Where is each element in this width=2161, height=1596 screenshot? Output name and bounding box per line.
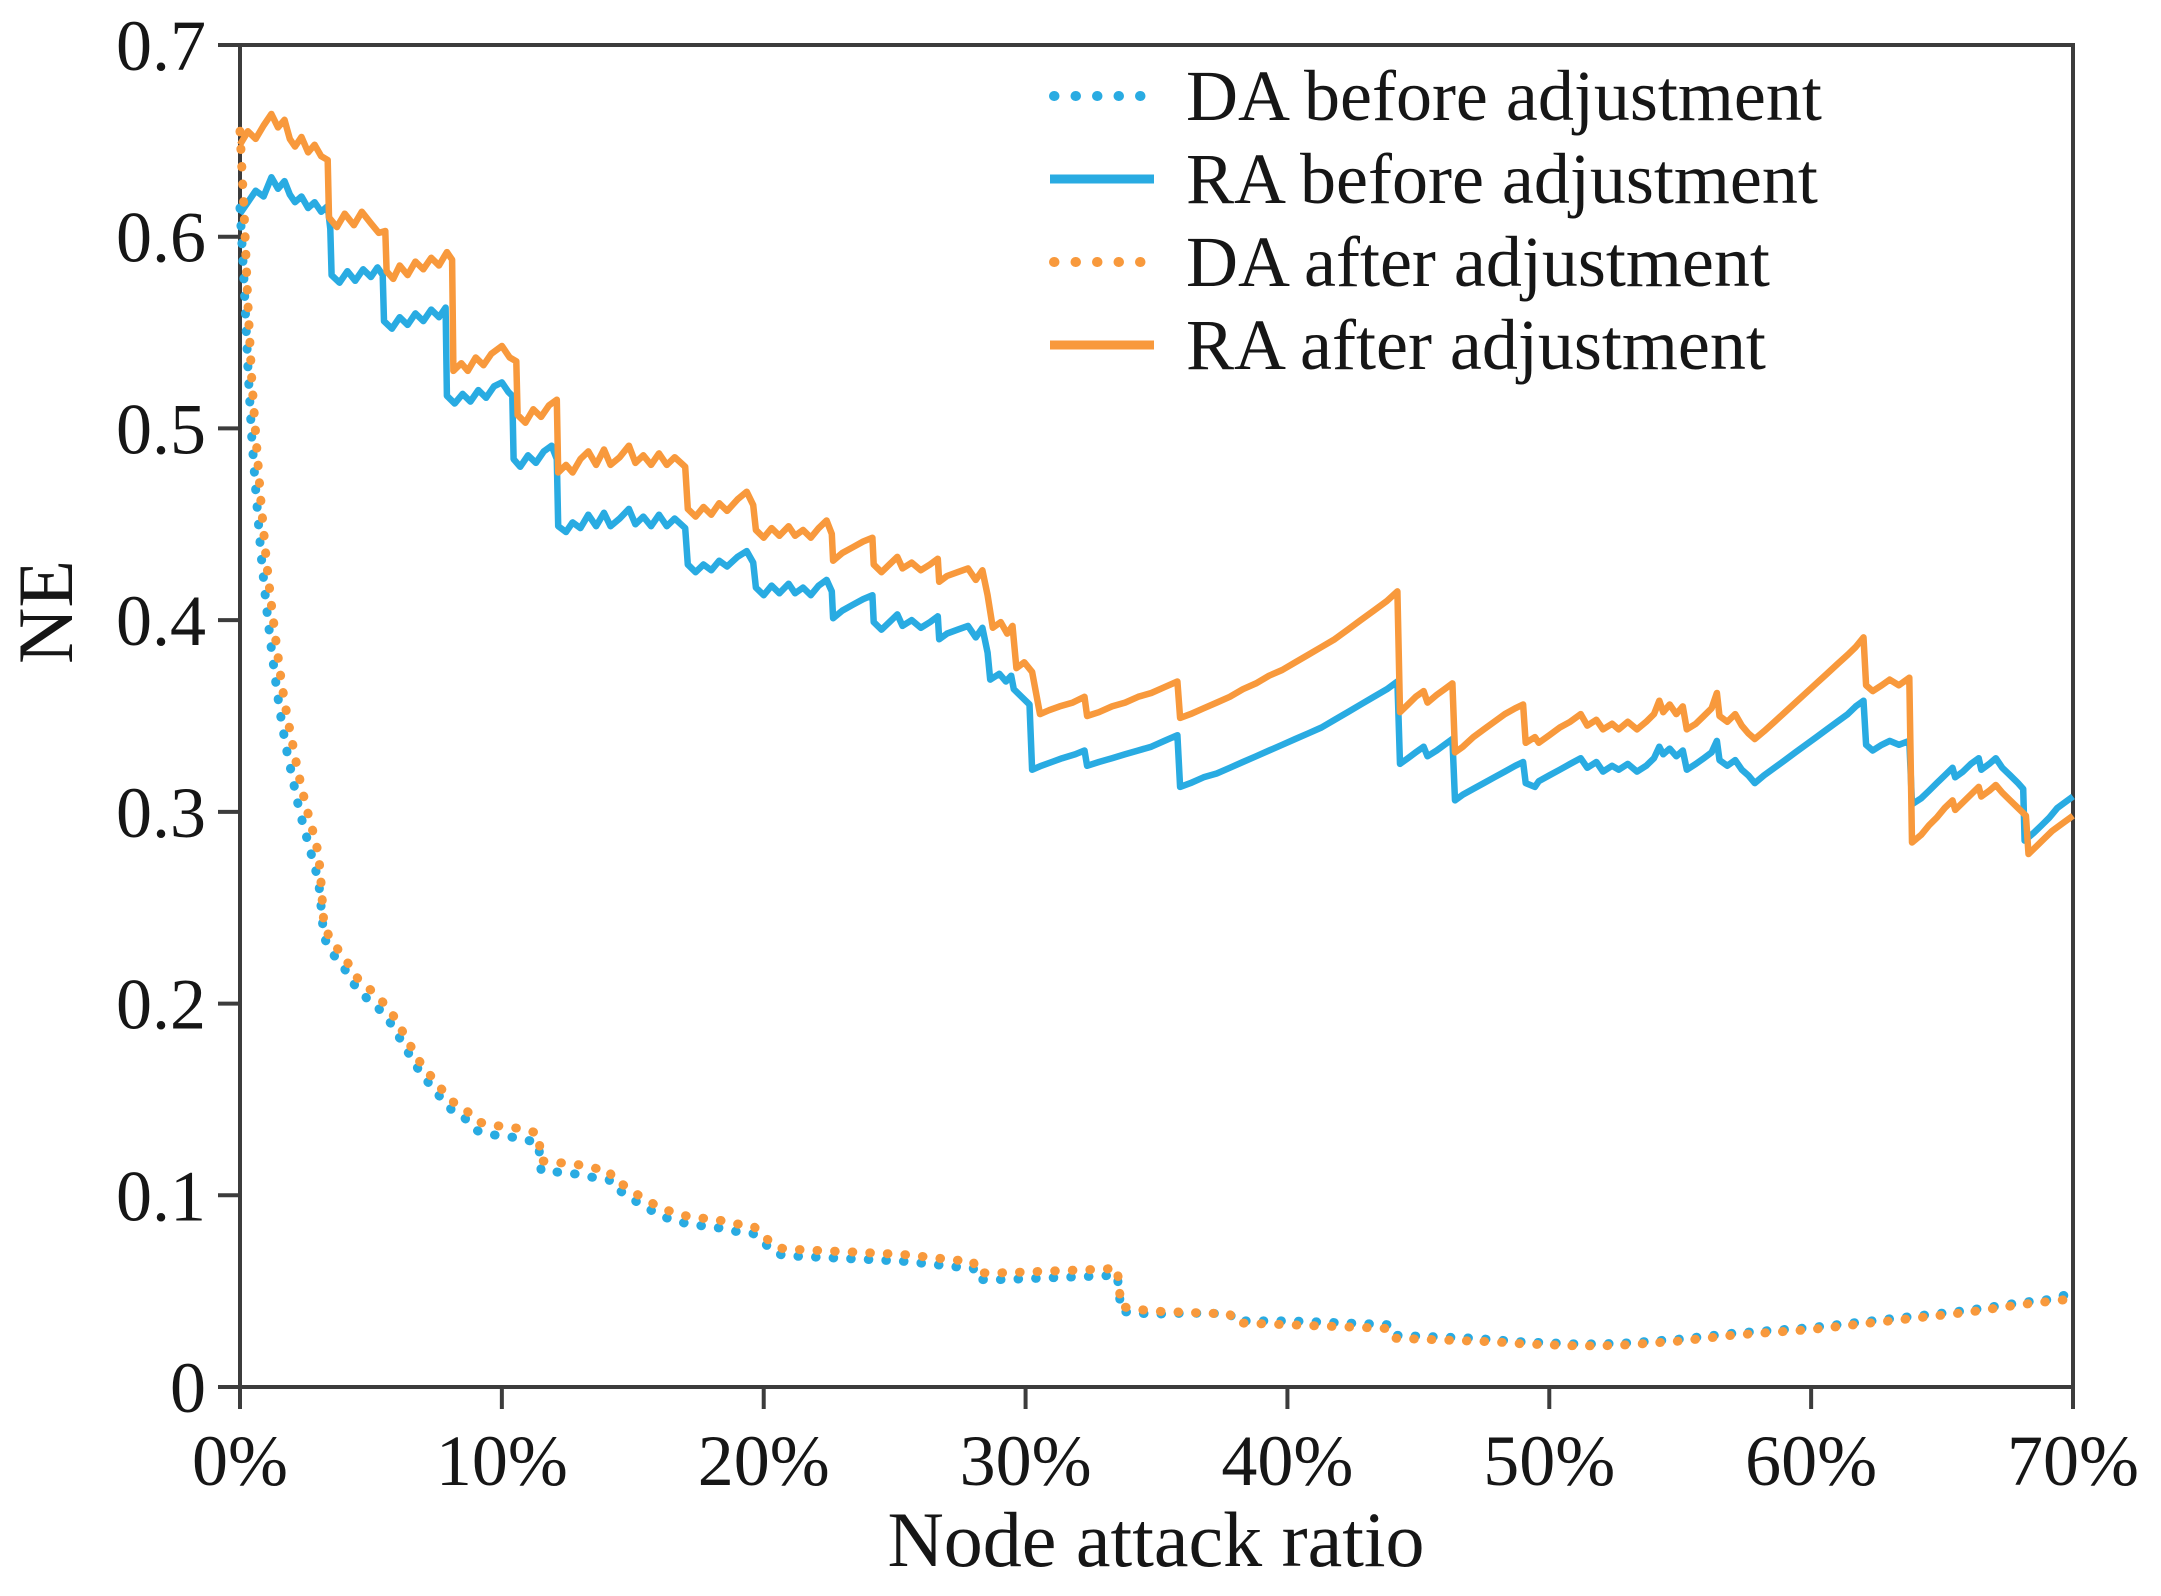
series-line-da-after-adjustment bbox=[235, 126, 2078, 1351]
y-axis-title: NE bbox=[2, 560, 89, 664]
series-line-ra-before-adjustment bbox=[237, 174, 2075, 844]
y-tick-label: 0.4 bbox=[116, 581, 206, 661]
legend-item-ra-after: RA after adjustment bbox=[1046, 303, 1822, 386]
solid-line-swatch-icon bbox=[1050, 174, 1154, 183]
legend: DA before adjustment RA before adjustmen… bbox=[1046, 54, 1822, 386]
y-tick-label: 0.5 bbox=[116, 389, 206, 469]
dotted-line-swatch-icon bbox=[1049, 90, 1155, 101]
series-line-ra-after-adjustment bbox=[237, 110, 2075, 858]
solid-line-swatch-icon bbox=[1050, 340, 1154, 349]
y-tick-label: 0.3 bbox=[116, 773, 206, 853]
legend-item-ra-before: RA before adjustment bbox=[1046, 137, 1822, 220]
legend-label: DA after adjustment bbox=[1186, 221, 1770, 302]
legend-label: RA after adjustment bbox=[1186, 304, 1766, 385]
x-tick-label: 50% bbox=[1483, 1421, 1615, 1501]
legend-item-da-before: DA before adjustment bbox=[1046, 54, 1822, 137]
y-tick-label: 0.6 bbox=[116, 198, 206, 278]
dotted-line-swatch-icon bbox=[1049, 256, 1155, 267]
plot-frame bbox=[238, 43, 2075, 1389]
legend-label: DA before adjustment bbox=[1186, 55, 1822, 136]
y-tick-label: 0.1 bbox=[116, 1156, 206, 1236]
x-tick-label: 20% bbox=[698, 1421, 830, 1501]
x-tick-label: 40% bbox=[1221, 1421, 1353, 1501]
x-tick-label: 0% bbox=[192, 1421, 288, 1501]
x-axis-title: Node attack ratio bbox=[887, 1496, 1425, 1583]
y-tick-label: 0.2 bbox=[116, 965, 206, 1045]
x-tick-label: 70% bbox=[2007, 1421, 2139, 1501]
legend-label: RA before adjustment bbox=[1186, 138, 1818, 219]
x-tick-label: 30% bbox=[960, 1421, 1092, 1501]
x-tick-label: 60% bbox=[1745, 1421, 1877, 1501]
legend-item-da-after: DA after adjustment bbox=[1046, 220, 1822, 303]
x-tick-label: 10% bbox=[436, 1421, 568, 1501]
y-tick-label: 0.7 bbox=[116, 6, 206, 86]
y-tick-label: 0 bbox=[170, 1348, 206, 1428]
